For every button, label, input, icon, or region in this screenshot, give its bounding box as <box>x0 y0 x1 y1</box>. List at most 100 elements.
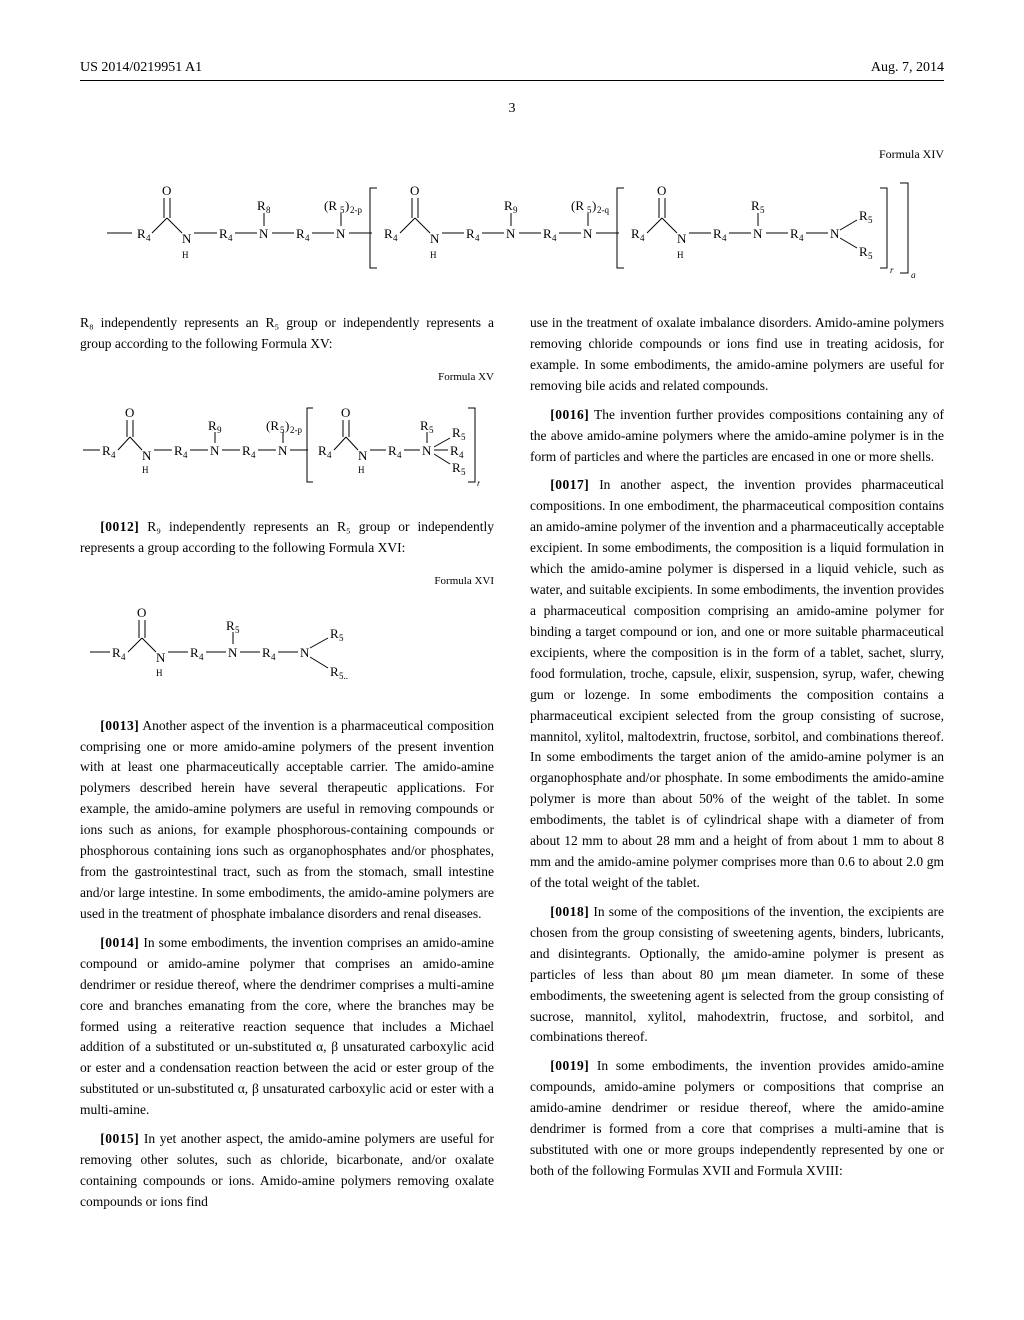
svg-text:5..: 5.. <box>339 671 348 681</box>
svg-text:R: R <box>790 226 799 241</box>
svg-text:4: 4 <box>183 450 188 460</box>
svg-text:R: R <box>330 664 339 679</box>
svg-text:R: R <box>190 645 199 660</box>
formula-xiv-label: Formula XIV <box>80 147 944 162</box>
svg-text:5: 5 <box>461 432 466 442</box>
svg-text:O: O <box>125 405 134 420</box>
para-0017: [0017] In another aspect, the invention … <box>530 475 944 893</box>
svg-text:R: R <box>631 226 640 241</box>
svg-text:N: N <box>506 226 516 241</box>
svg-text:4: 4 <box>146 233 151 243</box>
svg-text:4: 4 <box>228 233 233 243</box>
formula-xvi-label: Formula XVI <box>80 573 494 590</box>
svg-text:O: O <box>410 183 419 198</box>
para-0012-text: R₉ independently represents an R₅ group … <box>80 519 494 555</box>
svg-text:R: R <box>112 645 121 660</box>
svg-text:5: 5 <box>760 205 765 215</box>
svg-text:H: H <box>677 250 684 260</box>
para-0014-text: In some embodiments, the invention compr… <box>80 935 494 1117</box>
svg-text:N: N <box>358 448 368 463</box>
svg-text:4: 4 <box>199 652 204 662</box>
svg-text:R: R <box>102 443 111 458</box>
svg-text:H: H <box>156 668 163 678</box>
formula-xiv-block: Formula XIV R4 O N H R4 N R8 R4 N (R5)2-… <box>80 147 944 283</box>
svg-text:N: N <box>259 226 269 241</box>
para-0018-text: In some of the compositions of the inven… <box>530 904 944 1045</box>
svg-text:O: O <box>162 183 171 198</box>
svg-text:N: N <box>422 443 432 458</box>
svg-text:4: 4 <box>121 652 126 662</box>
svg-text:H: H <box>430 250 437 260</box>
svg-text:4: 4 <box>393 233 398 243</box>
svg-text:4: 4 <box>475 233 480 243</box>
svg-text:4: 4 <box>552 233 557 243</box>
svg-text:N: N <box>156 650 166 665</box>
svg-text:R: R <box>257 198 266 213</box>
svg-text:N: N <box>583 226 593 241</box>
svg-text:4: 4 <box>397 450 402 460</box>
svg-text:): ) <box>345 198 349 213</box>
svg-text:N: N <box>300 645 310 660</box>
two-column-body: R₈ independently represents an R₅ group … <box>80 313 944 1221</box>
para-0016-num: [0016] <box>550 407 589 422</box>
para-0014-num: [0014] <box>100 935 139 950</box>
svg-text:N: N <box>182 231 192 246</box>
svg-text:R: R <box>452 425 461 440</box>
svg-text:R: R <box>219 226 228 241</box>
svg-text:R: R <box>242 443 251 458</box>
formula-xiv-svg: R4 O N H R4 N R8 R4 N (R5)2-p R4 O <box>102 168 922 278</box>
para-0019-text: In some embodiments, the invention provi… <box>530 1058 944 1178</box>
page-header: US 2014/0219951 A1 Aug. 7, 2014 <box>80 60 944 81</box>
svg-text:N: N <box>142 448 152 463</box>
svg-text:N: N <box>278 443 288 458</box>
formula-xv-label: Formula XV <box>80 369 494 386</box>
svg-text:2-q: 2-q <box>597 205 609 215</box>
svg-text:2-p: 2-p <box>350 205 362 215</box>
patent-number: US 2014/0219951 A1 <box>80 60 202 76</box>
left-column: R₈ independently represents an R₅ group … <box>80 313 494 1221</box>
svg-text:5: 5 <box>461 467 466 477</box>
svg-text:O: O <box>657 183 666 198</box>
svg-text:N: N <box>228 645 238 660</box>
para-0015-num: [0015] <box>100 1131 139 1146</box>
para-0013: [0013] Another aspect of the invention i… <box>80 716 494 925</box>
svg-text:R: R <box>420 418 429 433</box>
svg-text:N: N <box>430 231 440 246</box>
svg-text:4: 4 <box>799 233 804 243</box>
para-0019-num: [0019] <box>550 1058 589 1073</box>
formula-xvi-block: Formula XVI R4 O NH R4 N R5 R4 <box>80 573 494 696</box>
para-0015: [0015] In yet another aspect, the amido-… <box>80 1129 494 1213</box>
svg-text:2-p: 2-p <box>290 425 302 435</box>
svg-text:R: R <box>384 226 393 241</box>
svg-text:4: 4 <box>327 450 332 460</box>
para-0018: [0018] In some of the compositions of th… <box>530 902 944 1048</box>
svg-text:): ) <box>285 418 289 433</box>
svg-text:H: H <box>142 465 149 475</box>
svg-text:R: R <box>543 226 552 241</box>
right-col-continuation: use in the treatment of oxalate imbalanc… <box>530 313 944 397</box>
svg-text:O: O <box>137 605 146 620</box>
svg-text:5: 5 <box>429 425 434 435</box>
svg-text:R: R <box>137 226 146 241</box>
svg-text:H: H <box>358 465 365 475</box>
svg-text:4: 4 <box>251 450 256 460</box>
svg-text:5: 5 <box>235 625 240 635</box>
svg-text:N: N <box>830 226 840 241</box>
para-0016: [0016] The invention further provides co… <box>530 405 944 468</box>
svg-text:R: R <box>318 443 327 458</box>
r8-intro-text: R₈ independently represents an R₅ group … <box>80 313 494 355</box>
svg-text:(R: (R <box>324 198 337 213</box>
para-0017-text: In another aspect, the invention provide… <box>530 477 944 890</box>
svg-text:q: q <box>911 270 916 278</box>
svg-text:5: 5 <box>868 215 873 225</box>
svg-text:9: 9 <box>217 425 222 435</box>
svg-text:R: R <box>330 626 339 641</box>
svg-text:4: 4 <box>640 233 645 243</box>
formula-xv-block: Formula XV R4 O NH R4 N R9 R4 <box>80 369 494 497</box>
svg-text:R: R <box>450 443 459 458</box>
svg-text:(R: (R <box>266 418 279 433</box>
para-0012-num: [0012] <box>100 519 139 534</box>
svg-text:R: R <box>174 443 183 458</box>
svg-text:R: R <box>713 226 722 241</box>
svg-text:9: 9 <box>513 205 518 215</box>
